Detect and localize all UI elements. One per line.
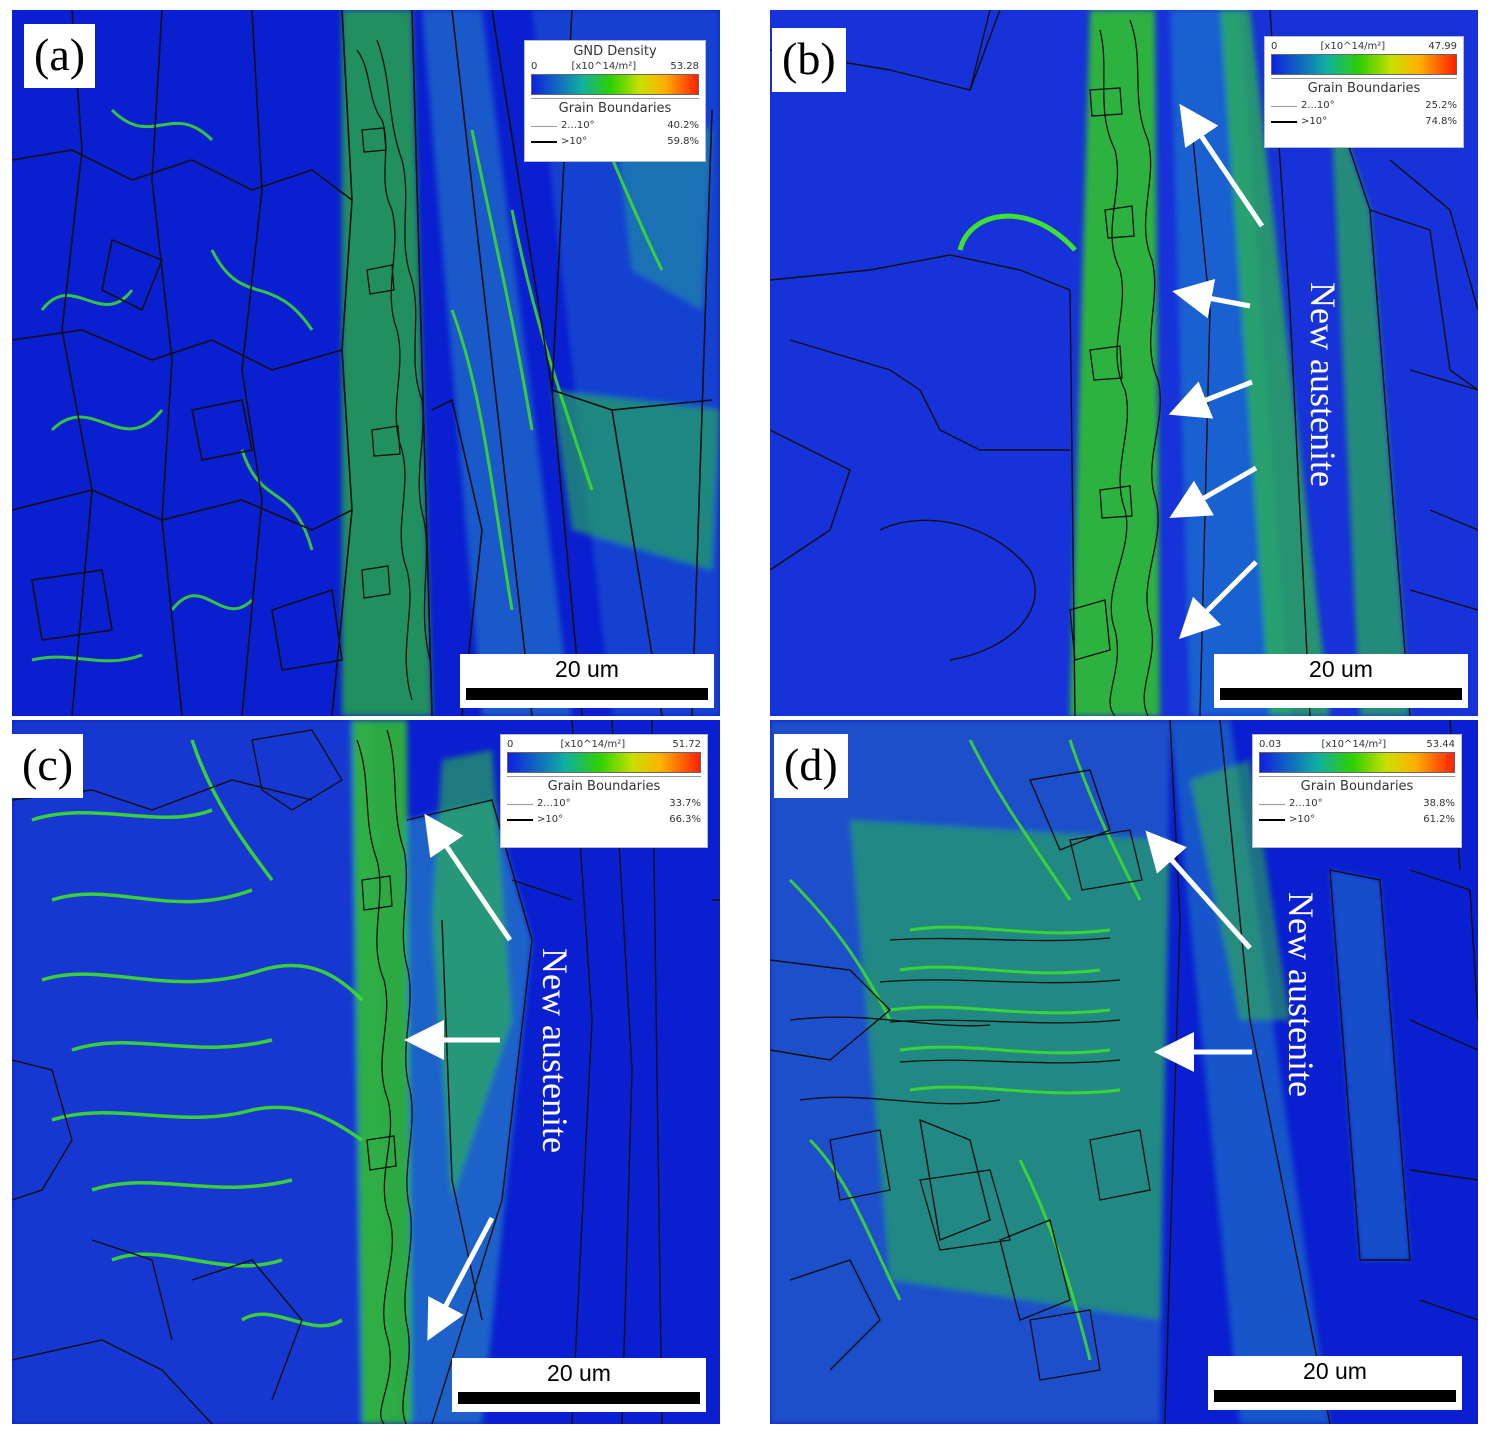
low-angle-label: 2...10°	[1301, 100, 1335, 111]
colorbar	[531, 74, 699, 95]
scale-bar-line	[1214, 1390, 1456, 1402]
legend-max: 47.99	[1428, 41, 1457, 52]
high-angle-line-icon	[507, 819, 533, 821]
grain-boundaries-title: Grain Boundaries	[531, 98, 699, 116]
low-angle-pct: 38.8%	[1423, 798, 1455, 809]
arrow-b-4	[1169, 465, 1258, 518]
low-angle-label: 2...10°	[561, 120, 595, 131]
low-angle-label: 2...10°	[1289, 798, 1323, 809]
legend-min: 0	[531, 61, 538, 72]
high-angle-pct: 59.8%	[667, 136, 699, 147]
scale-bar-label: 20 um	[1309, 656, 1373, 682]
panel-a: (a) GND Density 0 [x10^14/m²] 53.28 Grai…	[12, 10, 720, 716]
gnd-legend: 0 [x10^14/m²] 47.99 Grain Boundaries 2..…	[1264, 36, 1464, 148]
low-angle-pct: 25.2%	[1425, 100, 1457, 111]
high-angle-label: >10°	[561, 136, 588, 147]
high-angle-pct: 66.3%	[669, 814, 701, 825]
panel-b: (b) 0 [x10^14/m²] 47.99 Grain Boundaries…	[770, 10, 1478, 716]
scale-bar-label: 20 um	[547, 1360, 611, 1386]
arrow-c-3	[427, 1216, 495, 1341]
low-angle-line-icon	[507, 803, 533, 805]
scale-bar: 20 um	[460, 654, 714, 708]
gnd-legend: GND Density 0 [x10^14/m²] 53.28 Grain Bo…	[524, 40, 706, 162]
panel-label: (d)	[774, 734, 848, 798]
colorbar	[507, 752, 701, 773]
panel-d: (d) 0.03 [x10^14/m²] 53.44 Grain Boundar…	[770, 720, 1478, 1424]
arrow-b-2	[1172, 278, 1251, 319]
scale-bar-line	[1220, 688, 1462, 700]
high-angle-line-icon	[1271, 121, 1297, 123]
legend-unit: [x10^14/m²]	[560, 739, 626, 750]
panel-label: (b)	[772, 28, 846, 92]
arrow-b-5	[1178, 560, 1258, 640]
gnd-legend: 0 [x10^14/m²] 51.72 Grain Boundaries 2..…	[500, 734, 708, 848]
scale-bar-line	[458, 1392, 700, 1404]
scale-bar: 20 um	[1208, 1356, 1462, 1410]
grain-boundaries-title: Grain Boundaries	[1271, 78, 1457, 96]
grain-boundaries-title: Grain Boundaries	[1259, 776, 1455, 794]
arrow-b-3	[1168, 379, 1253, 419]
arrow-d-1	[1145, 830, 1252, 950]
legend-unit: [x10^14/m²]	[571, 61, 637, 72]
legend-max: 53.28	[670, 61, 699, 72]
high-angle-label: >10°	[537, 814, 564, 825]
arrow-c-1	[424, 813, 513, 942]
panel-label: (c)	[12, 734, 84, 798]
scale-bar: 20 um	[1214, 654, 1468, 708]
legend-min: 0.03	[1259, 739, 1282, 750]
legend-max: 53.44	[1426, 739, 1455, 750]
high-angle-pct: 74.8%	[1425, 116, 1457, 127]
low-angle-pct: 40.2%	[667, 120, 699, 131]
panel-label: (a)	[24, 24, 96, 88]
legend-max: 51.72	[672, 739, 701, 750]
scale-bar: 20 um	[452, 1358, 706, 1412]
low-angle-pct: 33.7%	[669, 798, 701, 809]
legend-min: 0	[507, 739, 514, 750]
high-angle-line-icon	[531, 141, 557, 143]
colorbar	[1271, 54, 1457, 75]
scale-bar-label: 20 um	[555, 656, 619, 682]
high-angle-line-icon	[1259, 819, 1285, 821]
scale-bar-line	[466, 688, 708, 700]
panel-c: (c) 0 [x10^14/m²] 51.72 Grain Boundaries…	[12, 720, 720, 1424]
low-angle-label: 2...10°	[537, 798, 571, 809]
low-angle-line-icon	[1259, 803, 1285, 805]
high-angle-pct: 61.2%	[1423, 814, 1455, 825]
new-austenite-label: New austenite	[535, 948, 575, 1153]
legend-title: GND Density	[573, 44, 657, 59]
high-angle-label: >10°	[1289, 814, 1316, 825]
new-austenite-label: New austenite	[1303, 282, 1343, 487]
legend-unit: [x10^14/m²]	[1320, 41, 1386, 52]
scale-bar-label: 20 um	[1303, 1358, 1367, 1384]
high-angle-label: >10°	[1301, 116, 1328, 127]
low-angle-line-icon	[1271, 105, 1297, 107]
legend-unit: [x10^14/m²]	[1321, 739, 1387, 750]
legend-min: 0	[1271, 41, 1278, 52]
low-angle-line-icon	[531, 125, 557, 127]
gnd-legend: 0.03 [x10^14/m²] 53.44 Grain Boundaries …	[1252, 734, 1462, 848]
new-austenite-label: New austenite	[1281, 892, 1321, 1097]
arrow-b-1	[1179, 103, 1265, 228]
grain-boundaries-title: Grain Boundaries	[507, 776, 701, 794]
colorbar	[1259, 752, 1455, 773]
